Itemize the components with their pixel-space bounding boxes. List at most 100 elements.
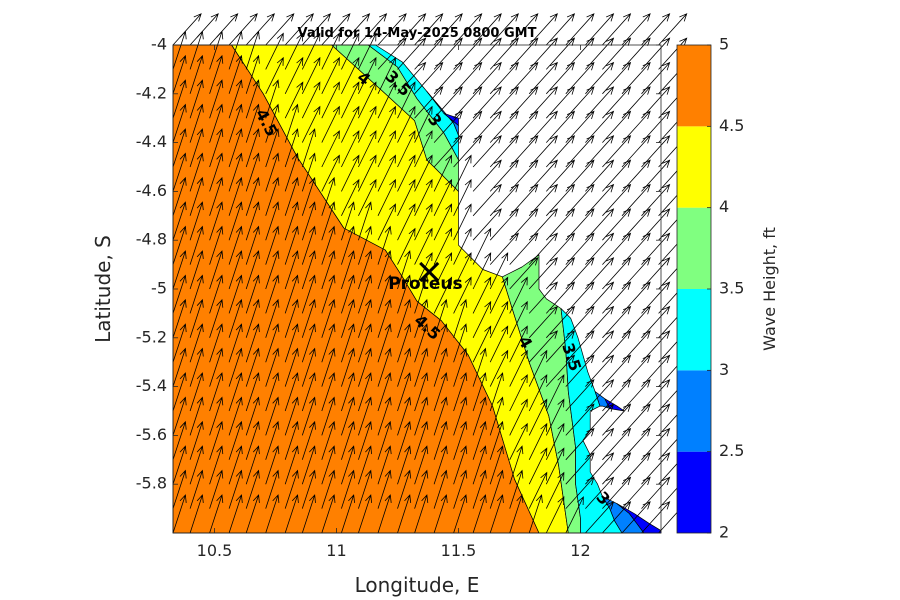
vector-arrow-8-10: [358, 201, 372, 241]
vector-arrow-0-23: [602, 13, 632, 46]
vector-arrow-11-0: [172, 274, 187, 314]
vector-arrow-10-14: [433, 252, 453, 290]
vector-arrow-12-20: [546, 305, 576, 339]
vector-arrow-9-17: [489, 232, 519, 265]
vector-arrow-19-1: [189, 469, 204, 509]
vector-arrow-13-19: [528, 330, 558, 363]
vector-arrow-17-21: [565, 427, 595, 461]
vector-arrow-12-13: [414, 298, 429, 338]
y-tick-label-3: -4.6: [136, 181, 167, 200]
vector-arrow-9-2: [209, 225, 224, 265]
vector-arrow-16-15: [453, 396, 468, 436]
vector-arrow-19-19: [528, 471, 548, 509]
vector-arrow-10-19: [528, 257, 558, 290]
vector-arrow-17-8: [321, 420, 336, 460]
vector-arrow-5-4: [245, 128, 260, 168]
vector-arrow-4-12: [397, 105, 416, 143]
vector-arrow-3-13: [414, 86, 444, 119]
vector-arrow-5-6: [284, 128, 299, 168]
vector-arrow-9-13: [414, 227, 433, 265]
vector-arrow-2-11: [377, 56, 396, 94]
vector-arrow-4-5: [265, 103, 280, 143]
vector-arrow-10-10: [358, 250, 372, 290]
vector-arrow-14-16: [472, 347, 487, 387]
vector-arrow-8-13: [414, 203, 433, 241]
vector-arrow-14-1: [189, 347, 204, 387]
x-tick-label-1: 11: [326, 541, 346, 560]
vector-arrow-16-1: [189, 396, 204, 436]
vector-arrow-19-11: [377, 469, 392, 509]
vector-arrow-8-6: [284, 201, 299, 241]
y-tick-label-0: -4: [151, 35, 167, 54]
vector-arrow-5-11: [377, 130, 396, 168]
vector-arrow-17-15: [453, 420, 468, 460]
vector-arrow-11-18: [509, 276, 528, 314]
vector-arrow-15-19: [528, 374, 548, 412]
vector-arrow-16-6: [284, 396, 299, 436]
vector-arrow-6-17: [489, 159, 519, 192]
vector-arrow-7-20: [546, 183, 576, 217]
vector-arrow-10-23: [602, 257, 632, 290]
y-tick-label-1: -4.2: [136, 83, 167, 102]
vector-arrow-9-11: [377, 225, 392, 265]
vector-arrow-12-3: [228, 298, 243, 338]
vector-arrow-9-14: [433, 227, 453, 265]
vector-arrow-10-17: [489, 252, 509, 290]
vector-arrow-0-7: [302, 13, 332, 46]
vector-arrow-16-16: [472, 396, 487, 436]
vector-arrow-18-13: [414, 445, 429, 485]
vector-arrow-11-17: [489, 276, 509, 314]
vector-arrow-14-14: [433, 347, 448, 387]
vector-arrow-17-6: [284, 420, 299, 460]
vector-arrow-0-20: [546, 13, 576, 46]
vector-arrow-15-23: [602, 379, 632, 412]
vector-arrow-20-25: [641, 501, 671, 534]
vector-arrow-17-14: [433, 420, 448, 460]
vector-arrow-17-16: [472, 420, 487, 460]
vector-arrow-20-20: [545, 496, 565, 534]
vector-arrow-16-23: [602, 403, 632, 436]
vector-arrow-2-17: [489, 61, 519, 95]
vector-arrow-4-23: [602, 110, 632, 143]
vector-arrow-15-9: [341, 372, 355, 412]
vector-arrow-4-1: [189, 103, 204, 143]
vector-arrow-11-3: [228, 274, 243, 314]
vector-arrow-2-6: [284, 56, 304, 94]
vector-arrow-3-23: [602, 86, 632, 119]
vector-arrow-16-12: [397, 396, 412, 436]
vector-arrow-6-2: [209, 152, 224, 192]
vector-arrow-14-15: [453, 347, 468, 387]
vector-arrow-9-1: [189, 225, 204, 265]
vector-arrow-18-4: [245, 445, 260, 485]
vector-arrow-10-13: [414, 252, 433, 290]
vector-arrow-5-10: [358, 130, 377, 168]
vector-arrow-11-10: [358, 274, 372, 314]
vector-arrow-1-5: [265, 32, 284, 70]
vector-arrow-15-14: [433, 372, 448, 412]
vector-arrow-19-17: [489, 469, 504, 509]
vector-arrow-20-22: [585, 501, 615, 534]
vector-arrow-18-2: [209, 445, 224, 485]
vector-arrow-8-14: [433, 203, 453, 241]
vector-arrow-9-9: [341, 225, 355, 265]
vector-arrow-8-3: [228, 201, 243, 241]
vector-arrow-18-3: [228, 445, 243, 485]
vector-arrow-14-17: [489, 349, 509, 387]
vector-arrow-20-10: [358, 494, 372, 534]
vector-arrow-6-7: [301, 152, 316, 192]
vector-arrow-1-17: [489, 37, 519, 70]
vector-arrow-19-23: [602, 476, 632, 509]
vector-arrow-6-3: [228, 152, 243, 192]
vector-arrow-12-1: [189, 298, 204, 338]
vector-arrow-12-17: [489, 300, 509, 338]
vector-arrow-9-6: [284, 225, 299, 265]
vector-arrow-7-16: [472, 183, 502, 217]
vector-arrow-20-8: [321, 494, 336, 534]
vector-arrow-9-5: [265, 225, 280, 265]
vector-arrow-13-7: [301, 323, 316, 363]
vector-arrow-20-2: [209, 494, 224, 534]
vector-arrow-12-9: [341, 298, 355, 338]
vector-arrow-11-16: [472, 276, 492, 314]
vector-arrow-6-13: [414, 154, 433, 192]
vector-arrow-20-0: [172, 494, 187, 534]
